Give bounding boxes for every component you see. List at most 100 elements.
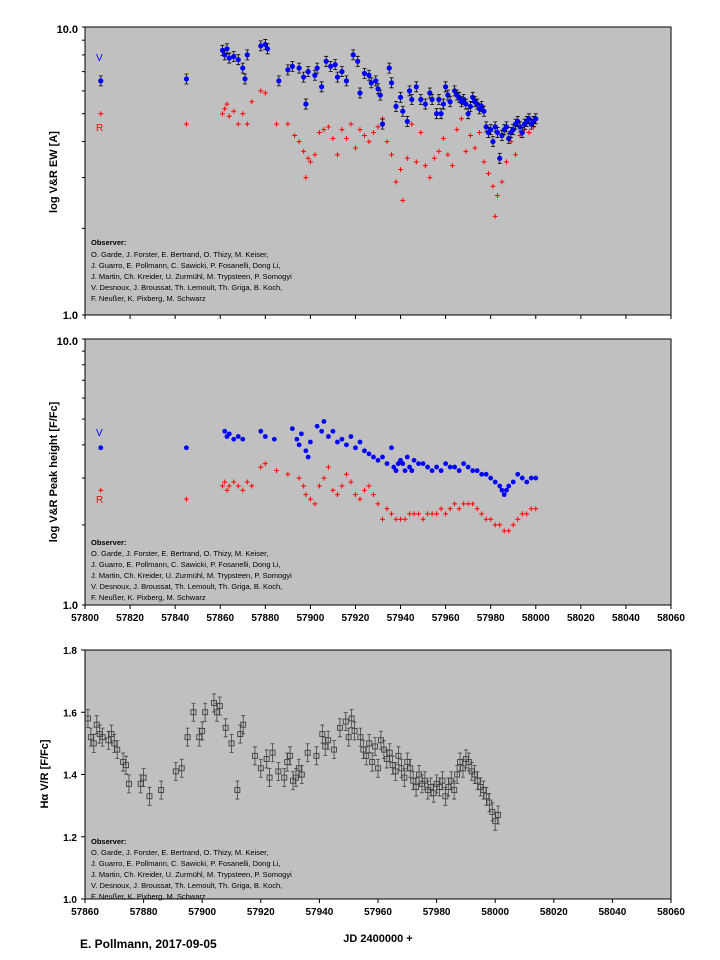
ew-r-point [330, 136, 336, 142]
peak-v-point [289, 426, 295, 432]
ew-r-point [334, 152, 340, 158]
y-tick-label: 1.4 [63, 771, 77, 782]
x-tick-label: 57920 [247, 907, 275, 918]
vr-errorbar [396, 746, 401, 766]
y-tick-label: 1.2 [63, 833, 77, 844]
peak-panel: 10.0 1.0 log V&R Peak height [F/Fc] V R … [48, 336, 685, 624]
observer-line: J. Guarro, E. Pollmann, C. Sawicki, P. F… [91, 560, 281, 569]
vr-point [492, 818, 499, 825]
ew-v-point [388, 80, 395, 86]
observer-line: O. Garde, J. Forster, E. Bertrand, O. Th… [91, 250, 268, 259]
vr-errorbar [326, 730, 331, 750]
vr-errorbar [126, 774, 131, 794]
x-tick-label: 58020 [567, 613, 595, 624]
peak-v-point [452, 464, 458, 470]
peak-v-point [231, 436, 237, 442]
peak-r-point [231, 479, 237, 485]
vr-point [105, 737, 112, 744]
peak-r-point [312, 501, 318, 507]
vr-errorbar [358, 727, 363, 747]
peak-v-point [303, 448, 309, 454]
peak-v-point [420, 461, 426, 467]
ew-r-point [262, 90, 268, 96]
ew-v-point [379, 121, 386, 127]
vr-point [140, 774, 147, 781]
vr-errorbar [203, 702, 208, 722]
ew-r-point [321, 127, 327, 133]
ew-v-point [488, 127, 494, 133]
vr-errorbar [402, 768, 407, 788]
vr-point [386, 749, 393, 756]
peak-r-point [274, 468, 280, 474]
vr-errorbar [276, 761, 281, 781]
peak-v-point [222, 428, 228, 434]
ew-r-point [508, 139, 514, 145]
ew-r-point [440, 136, 446, 142]
observer-line: J. Martin, Ch. Kreider, U. Zurmühl, M. T… [91, 272, 292, 281]
vr-errorbar [320, 724, 325, 744]
vr-point [213, 709, 220, 716]
vr-point [114, 746, 121, 753]
peak-r-point [262, 461, 268, 467]
ew-v-point [328, 63, 334, 69]
x-tick-label: 58060 [657, 907, 685, 918]
vr-ylabel: Hα V/R [F/Fc] [39, 739, 51, 808]
vr-point [375, 765, 381, 772]
ew-v-point [492, 124, 498, 130]
vr-errorbar [223, 718, 228, 738]
ew-v-point [183, 76, 190, 82]
vr-errorbar [173, 761, 178, 781]
peak-r-point [452, 501, 458, 507]
peak-r-point [226, 483, 232, 489]
peak-r-point [330, 487, 336, 493]
ew-r-point [316, 130, 322, 136]
ew-x-ticks [82, 26, 672, 319]
ew-r-point [249, 99, 255, 105]
vr-errorbar [179, 758, 184, 778]
peak-r-point [316, 483, 322, 489]
peak-v-point [465, 464, 471, 470]
peak-r-point [325, 464, 331, 470]
vr-point [369, 759, 376, 765]
peak-r-point [501, 528, 507, 534]
peak-v-point [240, 436, 246, 442]
vr-errorbar [343, 712, 348, 731]
observer-line: F. Neußer, K. Pixberg, M. Schwarz [91, 892, 206, 901]
peak-r-point [398, 516, 404, 522]
ew-r-point [400, 197, 406, 203]
peak-v-point [271, 436, 277, 442]
ew-r-point [348, 121, 354, 127]
vr-axis-ticks [81, 649, 672, 903]
x-tick-label: 57860 [71, 907, 99, 918]
observer-line: J. Martin, Ch. Kreider, U. Zurmühl, M. T… [91, 870, 292, 879]
ew-v-point [258, 43, 264, 49]
ew-r-point [305, 155, 311, 161]
vr-errorbar [270, 743, 275, 763]
peak-r-point [533, 506, 539, 512]
peak-plot-area [84, 338, 672, 606]
x-tick-label: 58000 [522, 613, 550, 624]
ew-r-point [325, 124, 331, 130]
vr-errorbar [352, 721, 357, 741]
vr-point [410, 777, 417, 784]
ew-r-point [512, 152, 518, 158]
x-tick-label: 58020 [540, 907, 568, 918]
vr-point [84, 715, 91, 722]
ew-v-point [361, 70, 368, 77]
peak-legend-r: R [96, 495, 103, 506]
x-tick-label: 57960 [432, 613, 460, 624]
ew-r-point [352, 145, 358, 151]
x-tick-label: 57940 [305, 907, 333, 918]
ew-r-point [375, 124, 381, 130]
peak-r-point [366, 483, 372, 489]
ew-r-point [413, 159, 419, 165]
ew-v-point [533, 116, 539, 122]
vr-errorbar [200, 721, 205, 741]
ew-r-point [222, 106, 228, 112]
ew-v-point [434, 111, 440, 117]
ew-r-point [485, 170, 491, 176]
vr-point [269, 749, 276, 756]
observer-line: V. Desnoux, J. Broussat, Th. Lemoult, Th… [91, 283, 282, 292]
vr-point [357, 734, 364, 741]
ew-r-point [422, 163, 428, 169]
